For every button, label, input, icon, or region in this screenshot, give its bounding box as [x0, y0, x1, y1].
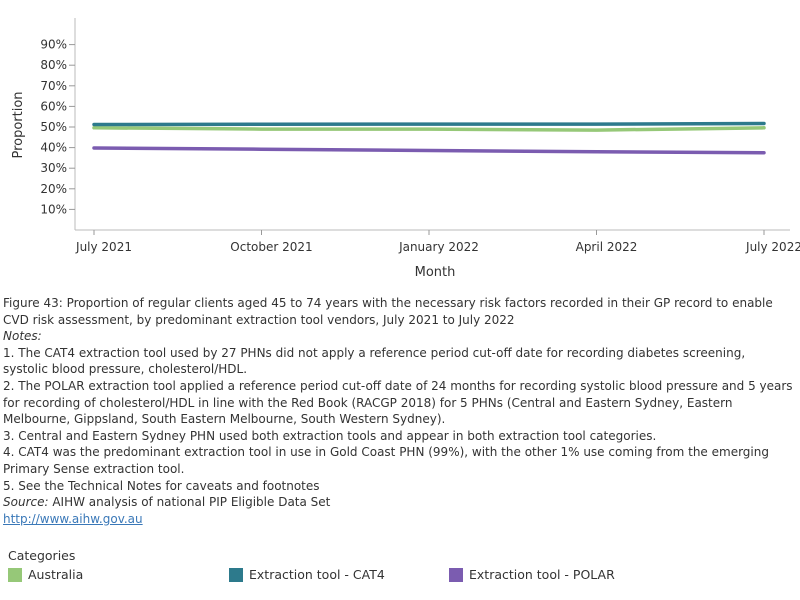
x-axis-label: Month [415, 265, 456, 280]
series-line-2 [92, 146, 766, 155]
legend-label-australia: Australia [28, 567, 84, 582]
x-axis: July 2021 October 2021 January 2022 April 2… [75, 229, 800, 254]
source-text: AIHW analysis of national PIP Eligible D… [48, 495, 331, 510]
legend-item-polar[interactable]: Extraction tool - POLAR [449, 567, 615, 582]
note-4: 4. CAT4 was the predominant extraction t… [3, 445, 769, 476]
series-line-0 [92, 126, 766, 132]
note-5: 5. See the Technical Notes for caveats a… [3, 478, 320, 493]
y-tick-label: 10% [40, 202, 67, 216]
y-tick-label: 60% [40, 99, 67, 113]
note-2: 2. The POLAR extraction tool applied a r… [3, 378, 793, 427]
x-tick-label: October 2021 [230, 240, 312, 254]
figure-title: Figure 43: Proportion of regular clients… [3, 296, 773, 327]
legend-swatch-cat4 [229, 567, 243, 582]
x-tick-label: April 2022 [576, 240, 638, 254]
y-tick-label: 50% [40, 120, 67, 134]
source-line: Source: AIHW analysis of national PIP El… [3, 494, 793, 511]
y-tick-label: 90% [40, 38, 67, 52]
legend-label-cat4: Extraction tool - CAT4 [249, 567, 385, 582]
y-tick-label: 40% [40, 141, 67, 155]
series-line-1 [92, 121, 766, 127]
x-tick-label: July 2022 [745, 240, 800, 254]
y-tick-label: 30% [40, 161, 67, 175]
legend-item-cat4[interactable]: Extraction tool - CAT4 [229, 567, 385, 582]
line-chart: 10% 20% 30% 40% 50% 60% 70% 80% 90% July 2021 Oct… [11, 18, 800, 280]
legend-swatch-polar [449, 567, 463, 582]
note-1: 1. The CAT4 extraction tool used by 27 P… [3, 345, 746, 377]
legend-label-polar: Extraction tool - POLAR [469, 567, 615, 582]
y-axis-label: Proportion [11, 91, 26, 158]
source-label: Source: [3, 495, 49, 510]
x-tick-label: January 2022 [398, 240, 479, 254]
legend-swatch-australia [8, 567, 22, 582]
series-lines [92, 121, 766, 155]
legend-title: Categories [8, 548, 76, 563]
legend: Categories Australia Extraction tool - C… [8, 548, 788, 585]
y-tick-label: 70% [40, 79, 67, 93]
x-tick-label: July 2021 [75, 240, 132, 254]
legend-item-australia[interactable]: Australia [8, 567, 83, 582]
y-tick-label: 80% [40, 58, 67, 72]
figure-caption: Figure 43: Proportion of regular clients… [3, 295, 793, 527]
y-axis: 10% 20% 30% 40% 50% 60% 70% 80% 90% [40, 18, 76, 230]
source-link[interactable]: http://www.aihw.gov.au [3, 511, 143, 526]
y-tick-label: 20% [40, 182, 67, 196]
note-3: 3. Central and Eastern Sydney PHN used b… [3, 428, 657, 443]
notes-label: Notes: [3, 329, 42, 344]
